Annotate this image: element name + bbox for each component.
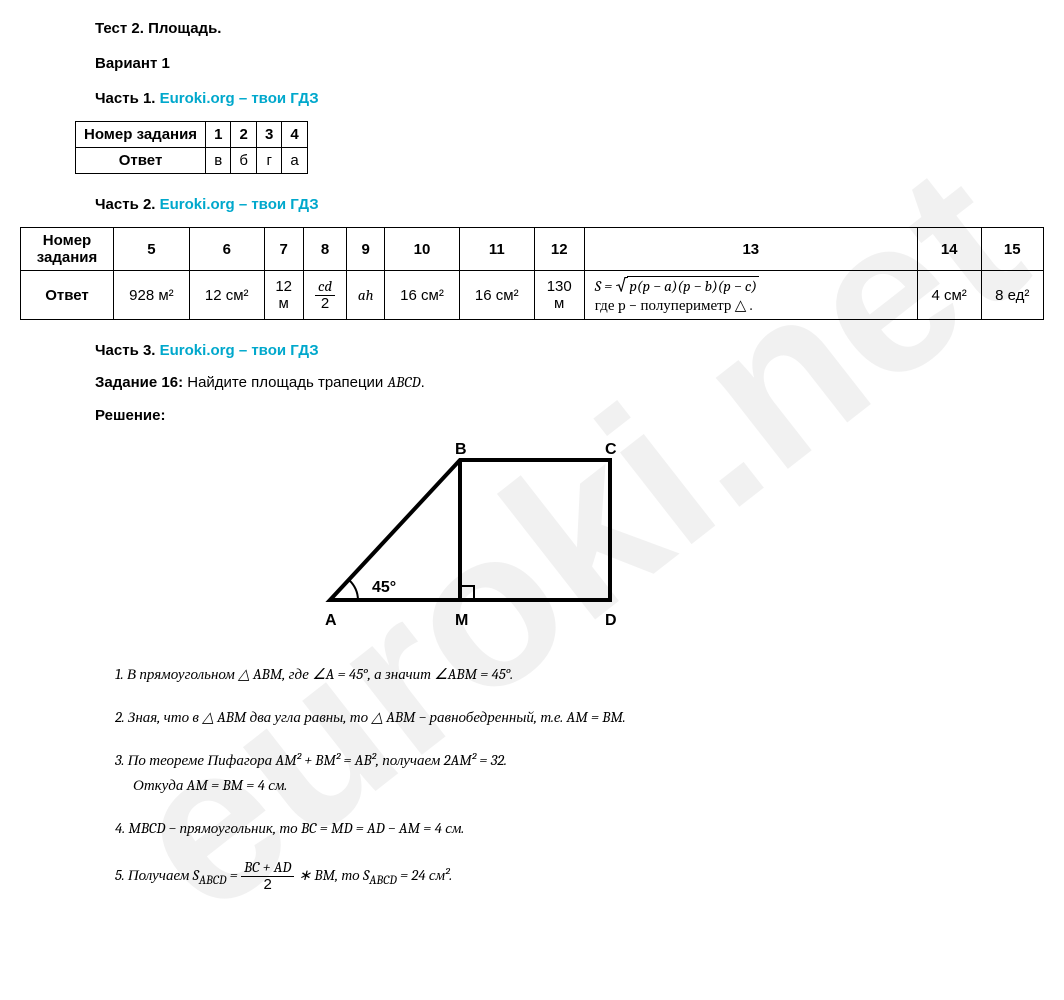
part1-heading: Часть 1. Euroki.org – твои ГДЗ bbox=[95, 90, 1044, 107]
t2-ans-9: ah bbox=[347, 271, 385, 320]
t1-col: 4 bbox=[282, 122, 307, 148]
t1-col: 3 bbox=[257, 122, 282, 148]
solution-label: Решение: bbox=[95, 407, 1044, 424]
t2-col: 8 bbox=[303, 228, 347, 271]
t2-ans-header: Ответ bbox=[21, 271, 114, 320]
t2-ans-11: 16 см² bbox=[459, 271, 534, 320]
part1-label: Часть 1. bbox=[95, 90, 155, 107]
t2-col: 10 bbox=[385, 228, 460, 271]
t1-ans: в bbox=[206, 148, 231, 174]
t2-ans-10: 16 см² bbox=[385, 271, 460, 320]
part2-label: Часть 2. bbox=[95, 196, 155, 213]
right-angle-marker bbox=[460, 586, 474, 600]
answers-table-2: Номер задания 5 6 7 8 9 10 11 12 13 14 1… bbox=[20, 227, 1044, 320]
test-title: Тест 2. Площадь. bbox=[95, 20, 1044, 37]
t1-row-header: Номер задания bbox=[76, 122, 206, 148]
t1-col: 1 bbox=[206, 122, 231, 148]
trapezoid-diagram: A B C D M 45° bbox=[300, 440, 1044, 644]
t2-row-header: Номер задания bbox=[21, 228, 114, 271]
t2-col: 13 bbox=[584, 228, 917, 271]
t2-ans-6: 12 см² bbox=[189, 271, 264, 320]
t2-ans-12: 130м bbox=[534, 271, 584, 320]
t2-col: 6 bbox=[189, 228, 264, 271]
t2-col: 15 bbox=[981, 228, 1043, 271]
t2-ans-15: 8 ед² bbox=[981, 271, 1043, 320]
vertex-d-label: D bbox=[605, 612, 617, 629]
angle-arc bbox=[349, 580, 358, 600]
t1-ans: а bbox=[282, 148, 307, 174]
t2-col: 14 bbox=[917, 228, 981, 271]
part2-heading: Часть 2. Euroki.org – твои ГДЗ bbox=[95, 196, 1044, 213]
part3-link[interactable]: Euroki.org – твои ГДЗ bbox=[160, 342, 319, 359]
solution-step-4: 4. MBCD − прямоугольник, то BC = MD = AD… bbox=[115, 816, 1015, 841]
t1-ans-header: Ответ bbox=[76, 148, 206, 174]
task16-label: Задание 16: bbox=[95, 374, 183, 391]
task16-obj: ABCD bbox=[387, 373, 420, 391]
t2-ans-7: 12м bbox=[264, 271, 303, 320]
vertex-m-label: M bbox=[455, 612, 468, 629]
t2-col: 9 bbox=[347, 228, 385, 271]
solution-step-2: 2. Зная, что в △ ABM два угла равны, то … bbox=[115, 705, 1015, 730]
angle-label: 45° bbox=[372, 579, 396, 596]
vertex-a-label: A bbox=[325, 612, 337, 629]
t2-col: 5 bbox=[114, 228, 190, 271]
t2-col: 12 bbox=[534, 228, 584, 271]
t2-ans-8: cd2 bbox=[303, 271, 347, 320]
t1-ans: г bbox=[257, 148, 282, 174]
t2-ans-5: 928 м² bbox=[114, 271, 190, 320]
task16-line: Задание 16: Найдите площадь трапеции ABC… bbox=[95, 373, 1044, 391]
part1-link[interactable]: Euroki.org – твои ГДЗ bbox=[160, 90, 319, 107]
part2-link[interactable]: Euroki.org – твои ГДЗ bbox=[160, 196, 319, 213]
solution-step-1: 1. В прямоугольном △ ABM, где ∠A = 45°, … bbox=[115, 662, 1015, 687]
part3-label: Часть 3. bbox=[95, 342, 155, 359]
part3-heading: Часть 3. Euroki.org – твои ГДЗ bbox=[95, 342, 1044, 359]
t1-ans: б bbox=[231, 148, 257, 174]
answers-table-1: Номер задания 1 2 3 4 Ответ в б г а bbox=[75, 121, 308, 174]
variant-label: Вариант 1 bbox=[95, 55, 1044, 72]
solution-step-3: 3. По теореме Пифагора AM² + BM² = AB², … bbox=[115, 748, 1015, 798]
t2-ans-14: 4 см² bbox=[917, 271, 981, 320]
solution-step-5: 5. Получаем SABCD = BC + AD2 ∗ BM, то SA… bbox=[115, 859, 1015, 893]
t2-col: 7 bbox=[264, 228, 303, 271]
task16-text: Найдите площадь трапеции bbox=[183, 374, 387, 391]
vertex-b-label: B bbox=[455, 441, 467, 458]
t2-ans-13: S = √p(p − a)(p − b)(p − c) где p − полу… bbox=[584, 271, 917, 320]
t1-col: 2 bbox=[231, 122, 257, 148]
vertex-c-label: C bbox=[605, 441, 617, 458]
t2-col: 11 bbox=[459, 228, 534, 271]
